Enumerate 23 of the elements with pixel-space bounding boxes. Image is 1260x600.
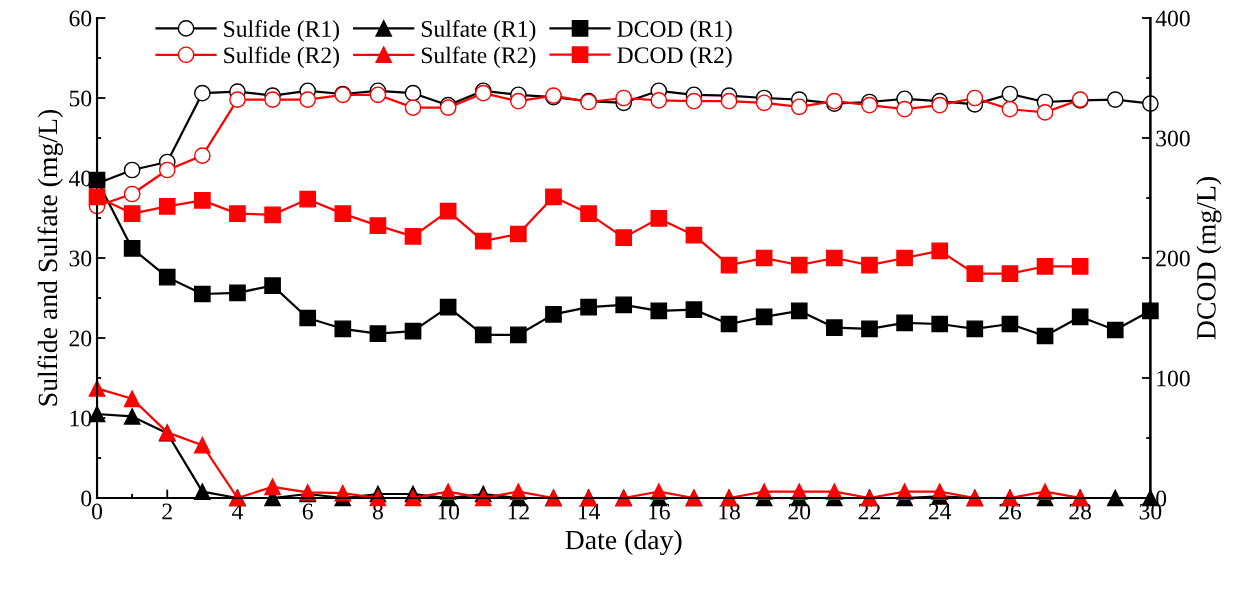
y-tick-label: 50	[69, 90, 92, 107]
y-axis-title: Sulfide and Sulfate (mg/L)	[37, 109, 63, 406]
y2-axis-title: DCOD (mg/L)	[1196, 177, 1222, 340]
y2-tick-label: 200	[1156, 250, 1190, 267]
legend-label: Sulfide (R1)	[224, 20, 339, 42]
y-tick-label: 60	[69, 10, 92, 27]
legend-label: Sulfide (R2)	[224, 46, 339, 69]
x-tick-label: 24	[928, 503, 952, 520]
legend-label: DCOD (R1)	[617, 20, 732, 42]
y-tick-label: 20	[69, 330, 92, 347]
x-tick-label: 6	[302, 503, 313, 520]
legend-label: Sulfate (R1)	[421, 20, 536, 42]
x-tick-label: 2	[162, 503, 172, 520]
y-tick-label: 10	[70, 410, 92, 427]
x-tick-label: 0	[92, 503, 103, 520]
legend-label: Sulfate (R2)	[421, 46, 536, 69]
x-axis-title: Date (day)	[565, 529, 682, 556]
legend-label: DCOD (R2)	[617, 46, 732, 68]
y2-tick-label: 300	[1156, 130, 1190, 147]
y2-tick-label: 100	[1157, 370, 1190, 387]
y-tick-label: 0	[81, 490, 92, 507]
y-tick-label: 30	[69, 250, 92, 267]
y2-tick-label: 400	[1155, 10, 1190, 27]
